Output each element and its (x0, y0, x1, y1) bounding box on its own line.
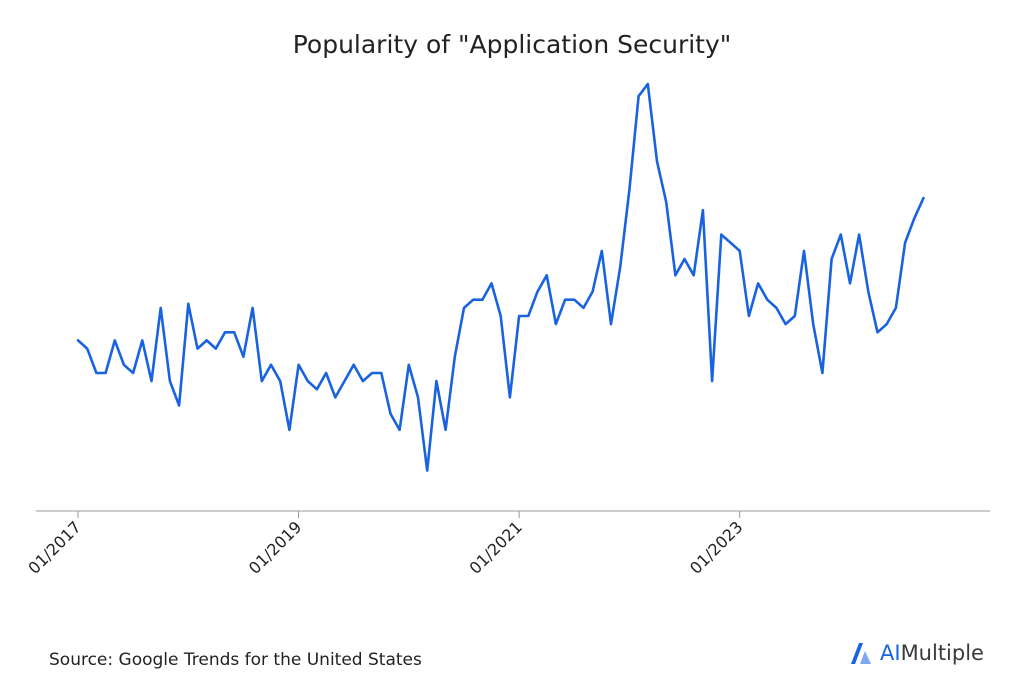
brand-name-ai: AI (880, 641, 901, 665)
brand-logo: AIMultiple (848, 640, 984, 666)
x-tick-label: 01/2019 (245, 517, 305, 577)
x-tick-label: 01/2023 (686, 517, 746, 577)
x-tick-label: 01/2021 (466, 517, 526, 577)
series-line (76, 82, 925, 472)
x-tick-label: 01/2017 (24, 517, 84, 577)
brand-name-rest: Multiple (900, 641, 984, 665)
x-tick-group: 01/2017 01/2019 01/2021 01/2023 (24, 511, 747, 578)
brand-name: AIMultiple (880, 641, 984, 665)
brand-mark-icon (851, 643, 871, 664)
source-note: Source: Google Trends for the United Sta… (49, 650, 422, 670)
chart-title: Popularity of "Application Security" (292, 30, 732, 59)
